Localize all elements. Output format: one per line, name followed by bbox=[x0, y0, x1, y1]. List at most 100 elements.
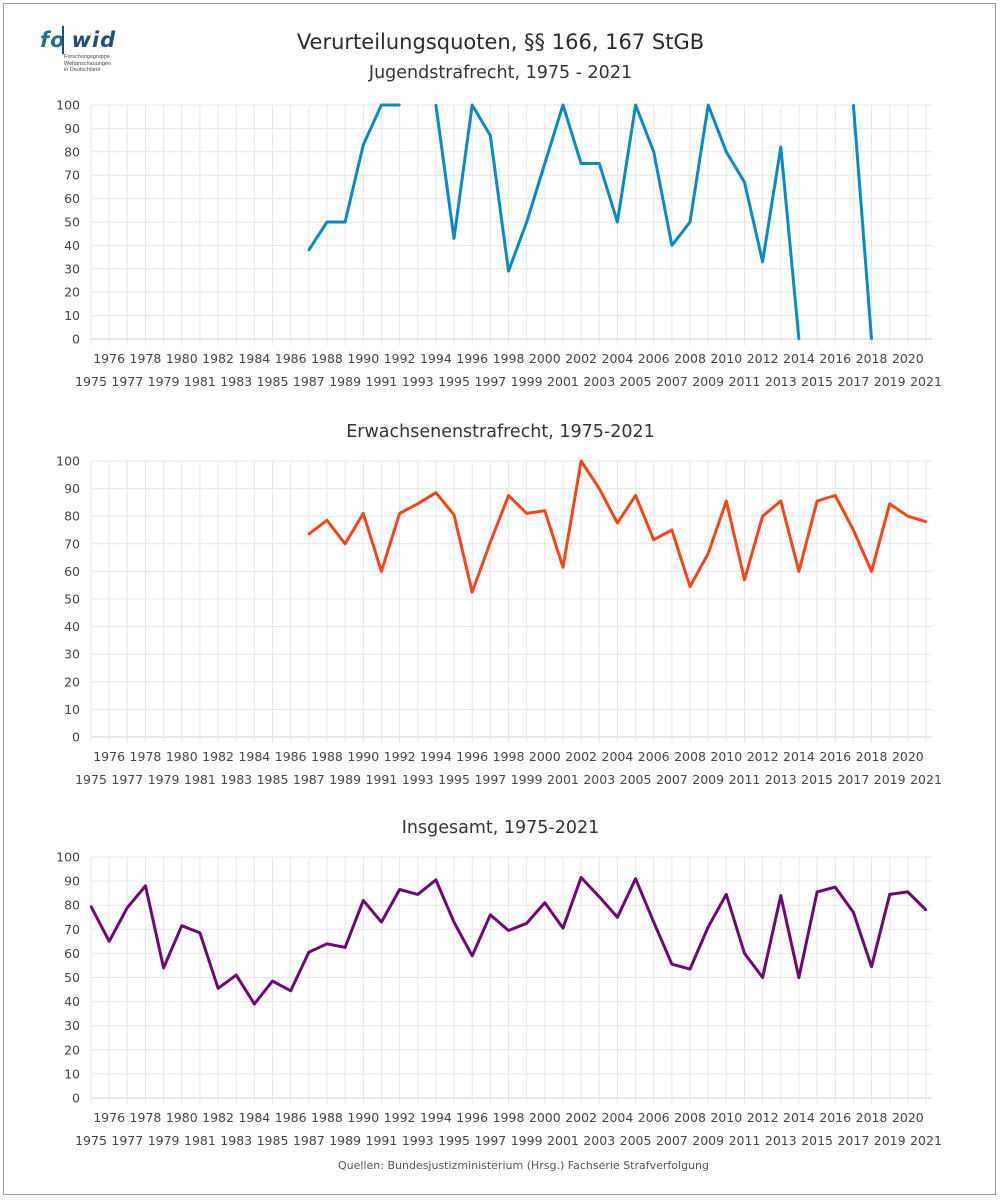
x-tick-label: 1977 bbox=[111, 1133, 143, 1148]
x-tick-label: 2005 bbox=[620, 1133, 652, 1148]
y-tick-label: 40 bbox=[64, 238, 80, 253]
data-point bbox=[598, 162, 601, 165]
x-tick-label: 2012 bbox=[747, 1110, 779, 1125]
x-tick-label: 1991 bbox=[366, 772, 398, 787]
data-point bbox=[743, 578, 746, 581]
data-point bbox=[761, 515, 764, 518]
x-tick-label: 2020 bbox=[892, 749, 924, 764]
x-tick-label: 1986 bbox=[275, 351, 307, 366]
x-tick-label: 2014 bbox=[783, 351, 815, 366]
x-tick-label: 2011 bbox=[729, 374, 761, 389]
x-tick-label: 1997 bbox=[474, 1133, 506, 1148]
x-tick-label: 2018 bbox=[856, 749, 888, 764]
x-tick-label: 2021 bbox=[910, 772, 942, 787]
x-tick-label: 1989 bbox=[329, 772, 361, 787]
x-tick-label: 1993 bbox=[402, 772, 434, 787]
data-point bbox=[561, 103, 565, 107]
data-point bbox=[634, 494, 637, 497]
x-tick-label: 2020 bbox=[892, 351, 924, 366]
x-tick-label: 2005 bbox=[620, 374, 652, 389]
x-tick-label: 2005 bbox=[620, 772, 652, 787]
x-tick-label: 2000 bbox=[529, 351, 561, 366]
y-tick-label: 60 bbox=[64, 946, 80, 961]
data-point bbox=[180, 924, 183, 927]
chart-main-title: Verurteilungsquoten, §§ 166, 167 StGB bbox=[296, 30, 705, 54]
x-tick-label: 2003 bbox=[583, 1133, 615, 1148]
data-point bbox=[634, 103, 637, 107]
data-point bbox=[343, 542, 347, 545]
x-tick-label: 1980 bbox=[166, 351, 198, 366]
data-point bbox=[688, 967, 692, 971]
x-tick-label: 1987 bbox=[293, 772, 325, 787]
data-point bbox=[507, 929, 510, 932]
x-tick-label: 2002 bbox=[565, 749, 597, 764]
data-point bbox=[616, 916, 619, 919]
y-tick-label: 60 bbox=[64, 191, 80, 206]
chart-erwachsenenstrafrecht: 0 10 20 30 40 50 60 70 80 90 100 1975 1976 1977 1978 19… bbox=[56, 454, 942, 788]
y-tick-label: 10 bbox=[64, 702, 80, 717]
data-point bbox=[616, 521, 619, 525]
data-point bbox=[888, 502, 891, 505]
data-point bbox=[579, 162, 583, 165]
x-tick-label: 2017 bbox=[837, 772, 869, 787]
x-tick-label: 2008 bbox=[674, 749, 706, 764]
x-tick-label: 2013 bbox=[765, 772, 797, 787]
data-point bbox=[670, 963, 674, 966]
data-point bbox=[634, 877, 637, 880]
data-point bbox=[489, 913, 492, 917]
logo-subtitle: Forschungsgruppe Weltanschauungen in Deu… bbox=[64, 54, 111, 73]
x-tick-label: 1999 bbox=[511, 374, 543, 389]
x-tick-label: 1998 bbox=[493, 749, 525, 764]
data-point bbox=[362, 143, 365, 146]
data-point bbox=[525, 512, 528, 515]
data-point bbox=[743, 181, 746, 184]
x-tick-label: 2020 bbox=[892, 1110, 924, 1125]
x-tick-label: 2008 bbox=[674, 351, 706, 366]
data-point bbox=[906, 890, 910, 894]
y-tick-label: 20 bbox=[64, 285, 80, 300]
y-tick-label: 50 bbox=[64, 970, 80, 985]
data-point bbox=[543, 509, 547, 512]
x-tick-label: 2013 bbox=[765, 1133, 797, 1148]
x-tick-label: 2009 bbox=[692, 374, 724, 389]
x-tick-label: 1989 bbox=[329, 374, 361, 389]
x-tick-label: 1981 bbox=[184, 1133, 216, 1148]
data-point bbox=[652, 920, 655, 924]
data-point bbox=[652, 150, 655, 153]
y-tick-label: 60 bbox=[64, 564, 80, 579]
x-tick-label: 2006 bbox=[638, 749, 670, 764]
data-point bbox=[924, 908, 928, 912]
data-point bbox=[797, 570, 801, 573]
x-tick-label: 1998 bbox=[493, 351, 525, 366]
y-tick-label: 30 bbox=[64, 647, 80, 662]
x-tick-label: 1984 bbox=[238, 749, 270, 764]
source-note: Quellen: Bundesjustizministerium (Hrsg.)… bbox=[338, 1159, 709, 1172]
x-tick-label: 2016 bbox=[819, 749, 851, 764]
x-tick-label: 2007 bbox=[656, 374, 688, 389]
x-tick-label: 1981 bbox=[184, 374, 216, 389]
x-tick-label: 1979 bbox=[148, 772, 180, 787]
x-tick-label: 1985 bbox=[257, 374, 289, 389]
x-tick-label: 1991 bbox=[366, 1133, 398, 1148]
x-tick-label: 2019 bbox=[874, 374, 906, 389]
data-point bbox=[797, 976, 801, 979]
x-tick-label: 1986 bbox=[275, 749, 307, 764]
data-point bbox=[670, 528, 674, 532]
x-tick-label: 1981 bbox=[184, 772, 216, 787]
x-tick-label: 2001 bbox=[547, 772, 579, 787]
data-point bbox=[307, 248, 311, 252]
x-tick-label: 1975 bbox=[75, 1133, 107, 1148]
x-tick-label: 1978 bbox=[130, 1110, 162, 1125]
data-point bbox=[380, 103, 383, 107]
logo-divider bbox=[62, 26, 64, 54]
x-tick-label: 1983 bbox=[220, 1133, 252, 1148]
x-tick-label: 1987 bbox=[293, 1133, 325, 1148]
data-point bbox=[652, 538, 655, 541]
data-point bbox=[198, 931, 202, 935]
data-point bbox=[688, 220, 692, 224]
data-point bbox=[797, 337, 801, 341]
series-line bbox=[851, 104, 873, 340]
chart-jugendstrafrecht: 0 10 20 30 40 50 60 70 80 90 100 1975 1976 1977 1978 19… bbox=[56, 98, 942, 390]
y-tick-label: 80 bbox=[64, 144, 80, 159]
y-tick-label: 90 bbox=[64, 121, 80, 136]
